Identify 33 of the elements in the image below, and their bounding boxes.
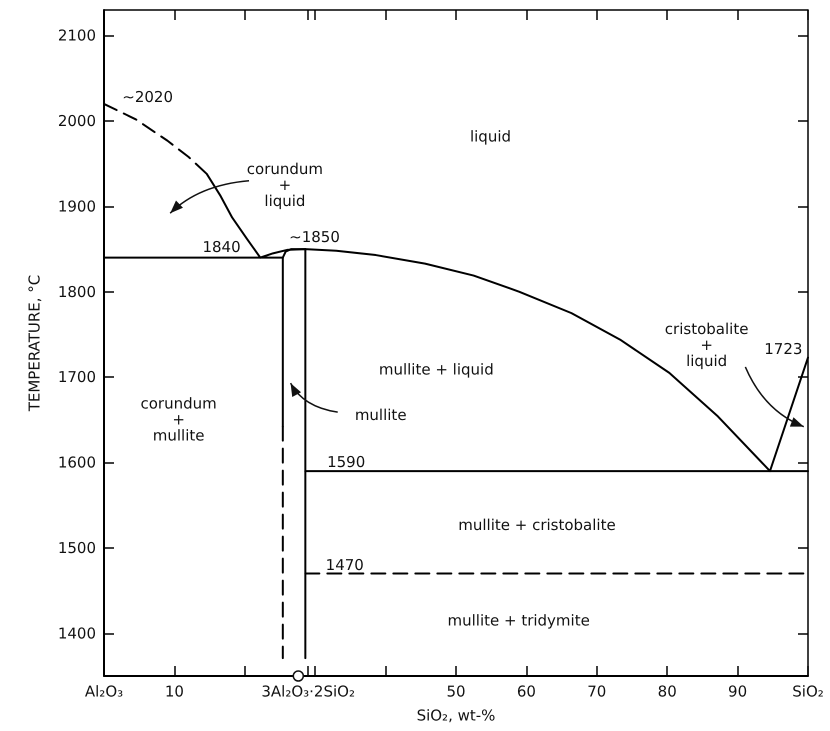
x-axis-title: SiO₂, wt-% (416, 706, 496, 724)
annotation: cristobalite + liquid (664, 320, 748, 370)
annotation: 1723 (764, 340, 802, 358)
annotation: corundum + liquid (246, 160, 324, 210)
y-tick-label: 1900 (58, 197, 96, 216)
x-tick-label: 10 (164, 682, 184, 700)
annotation: ~2020 (122, 88, 174, 106)
x-tick-label: Al₂O₃ (84, 682, 124, 700)
y-axis-title: TEMPERATURE, °C (26, 274, 44, 412)
annotation: 1840 (202, 238, 241, 256)
x-tick-label: 70 (587, 682, 606, 700)
annotation: mullite + cristobalite (458, 516, 616, 534)
x-tick-label: 3Al₂O₃·2SiO₂ (261, 682, 355, 700)
y-tick-label: 2000 (58, 112, 96, 130)
annotation: mullite (354, 406, 407, 424)
annotation: 1590 (327, 453, 366, 472)
x-tick-label: 90 (728, 682, 748, 700)
y-tick-label: 1400 (58, 624, 96, 642)
annotation: 1470 (326, 556, 364, 574)
x-tick-label: 80 (658, 682, 677, 700)
annotation: corundum + mullite (140, 394, 217, 445)
y-tick-label: 1600 (58, 454, 96, 472)
annotation: ~1850 (289, 228, 340, 246)
x-tick-label: 50 (446, 682, 466, 700)
y-tick-label: 1800 (58, 282, 96, 301)
annotation: liquid (470, 128, 512, 146)
y-tick-label: 1700 (58, 368, 96, 386)
x-tick-label: 60 (516, 682, 536, 700)
y-tick-label: 1500 (58, 538, 96, 557)
annotation: mullite + tridymite (447, 612, 590, 630)
x-tick-label: SiO₂ (792, 682, 824, 700)
annotation: mullite + liquid (378, 360, 494, 379)
y-tick-label: 2100 (58, 26, 96, 45)
